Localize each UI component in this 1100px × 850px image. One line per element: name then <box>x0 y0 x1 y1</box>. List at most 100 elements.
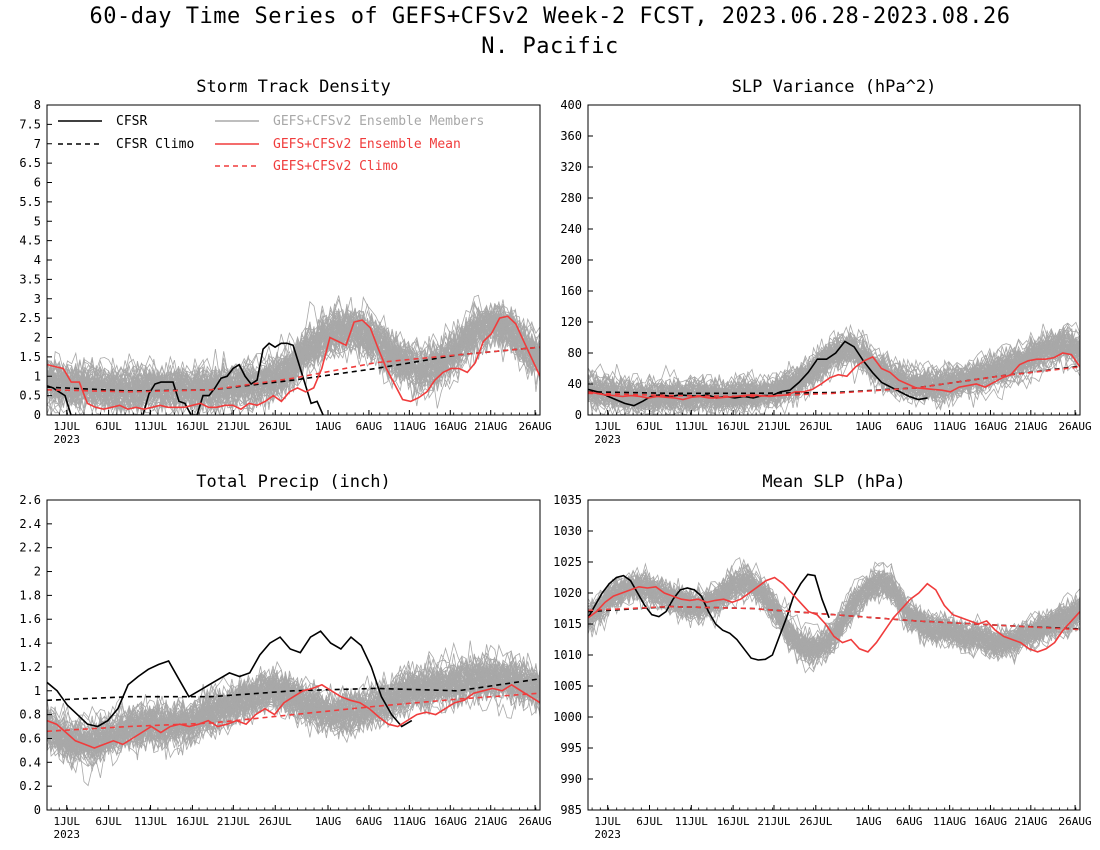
panel-title: Mean SLP (hPa) <box>762 472 905 492</box>
x-tick-label: 6JUL <box>636 420 663 433</box>
plot-area <box>47 294 540 415</box>
legend: CFSR CFSR Climo GEFS+CFSv2 Ensemble Member… <box>58 114 484 174</box>
y-tick-label: 1.6 <box>19 612 41 626</box>
y-tick-label: 1 <box>34 369 41 383</box>
ensemble-member-line <box>47 316 540 414</box>
y-tick-label: 1025 <box>553 555 582 569</box>
y-tick-label: 2.6 <box>19 493 41 507</box>
x-tick-label: 21AUG <box>474 420 507 433</box>
y-tick-label: 6.5 <box>19 156 41 170</box>
y-tick-label: 5.5 <box>19 195 41 209</box>
x-tick-label: 26AUG <box>1059 815 1092 828</box>
x-tick-label: 16JUL <box>717 420 750 433</box>
y-tick-label: 1005 <box>553 679 582 693</box>
x-tick-label: 1JUL <box>594 815 621 828</box>
x-tick-label: 6JUL <box>636 815 663 828</box>
y-tick-label: 1.4 <box>19 636 41 650</box>
x-tick-label: 6JUL <box>95 420 122 433</box>
y-tick-label: 0.6 <box>19 731 41 745</box>
x-tick-label: 11JUL <box>134 815 167 828</box>
x-tick-label: 1AUG <box>315 420 342 433</box>
y-tick-label: 0 <box>575 408 582 422</box>
panel-title: Storm Track Density <box>196 77 390 97</box>
x-tick-label: 11JUL <box>675 815 708 828</box>
y-tick-label: 5 <box>34 214 41 228</box>
x-tick-label: 21JUL <box>757 420 790 433</box>
legend-cfsr-label: CFSR <box>116 114 147 129</box>
y-tick-label: 990 <box>560 772 582 786</box>
plot-frame <box>46 499 541 811</box>
figure-subtitle: N. Pacific <box>481 34 619 59</box>
y-tick-label: 3.5 <box>19 272 41 286</box>
ensemble-member-line <box>588 333 1080 411</box>
x-tick-label: 26JUL <box>259 420 292 433</box>
legend-members-label: GEFS+CFSv2 Ensemble Members <box>273 114 484 129</box>
x-tick-label: 1JUL <box>594 420 621 433</box>
y-tick-label: 0.4 <box>19 755 41 769</box>
y-tick-label: 1015 <box>553 617 582 631</box>
y-tick-label: 40 <box>568 377 582 391</box>
series-line-model-climo <box>588 605 1080 631</box>
y-tick-label: 4 <box>34 253 41 267</box>
series-line-cfsr-climo <box>47 678 540 702</box>
ensemble-member-line <box>588 570 1080 656</box>
chart-panel-1: Storm Track Density 0 0.5 1 1.5 2 2.5 3 3.5 4 4.5 5… <box>19 77 551 446</box>
x-year-label: 2023 <box>53 828 80 841</box>
y-tick-label: 280 <box>560 191 582 205</box>
x-tick-label: 26JUL <box>259 815 292 828</box>
y-tick-label: 0.8 <box>19 708 41 722</box>
x-tick-label: 1AUG <box>855 815 882 828</box>
chart-panel-3: Total Precip (inch) 0 0.2 0.4 0.6 0.8 1 1.2 1.4 1… <box>19 472 551 841</box>
x-tick-label: 1JUL <box>53 815 80 828</box>
y-tick-label: 2 <box>34 565 41 579</box>
x-tick-label: 1JUL <box>53 420 80 433</box>
y-tick-label: 1.8 <box>19 588 41 602</box>
ensemble-member-line <box>47 662 540 758</box>
ensemble-member-line <box>47 663 540 768</box>
series-line-cfsr <box>47 630 413 728</box>
x-tick-label: 21JUL <box>757 815 790 828</box>
y-tick-label: 1030 <box>553 524 582 538</box>
x-tick-label: 16AUG <box>434 420 467 433</box>
y-tick-label: 1000 <box>553 710 582 724</box>
y-tick-label: 7 <box>34 137 41 151</box>
legend-cfsr-climo-label: CFSR Climo <box>116 137 194 152</box>
y-tick-label: 1035 <box>553 493 582 507</box>
y-tick-label: 1 <box>34 684 41 698</box>
y-tick-label: 320 <box>560 160 582 174</box>
series-line-ensemble-mean <box>47 683 540 749</box>
chart-panel-2: SLP Variance (hPa^2) 0 40 80 120 160 200 240 280… <box>560 77 1091 446</box>
x-tick-label: 26JUL <box>799 420 832 433</box>
y-tick-label: 7.5 <box>19 117 41 131</box>
x-tick-label: 26AUG <box>1059 420 1092 433</box>
y-tick-label: 1.5 <box>19 350 41 364</box>
ensemble-member-line <box>588 343 1080 415</box>
ensemble-member-line <box>588 331 1080 408</box>
x-tick-label: 21JUL <box>217 815 250 828</box>
series-line-model-climo <box>47 346 540 393</box>
ensemble-member-line <box>47 317 540 415</box>
series-line-model-climo <box>588 366 1080 398</box>
x-tick-label: 16JUL <box>717 815 750 828</box>
ensemble-member-line <box>588 337 1080 413</box>
plot-area <box>588 321 1080 415</box>
plot-area <box>47 630 540 787</box>
x-tick-label: 26JUL <box>799 815 832 828</box>
panel-title: SLP Variance (hPa^2) <box>732 77 937 97</box>
x-tick-label: 1AUG <box>315 815 342 828</box>
x-tick-label: 6AUG <box>356 420 383 433</box>
x-year-label: 2023 <box>594 828 621 841</box>
plot-area <box>588 557 1080 674</box>
x-tick-label: 6AUG <box>896 420 923 433</box>
y-tick-label: 0 <box>34 803 41 817</box>
panel-title: Total Precip (inch) <box>196 472 390 492</box>
x-tick-label: 11JUL <box>675 420 708 433</box>
ensemble-member-line <box>588 332 1080 407</box>
x-tick-label: 11AUG <box>393 815 426 828</box>
figure-title: 60-day Time Series of GEFS+CFSv2 Week-2 … <box>89 4 1011 29</box>
x-tick-label: 11AUG <box>933 815 966 828</box>
series-line-ensemble-mean <box>588 576 1080 653</box>
y-tick-label: 80 <box>568 346 582 360</box>
ensemble-member-line <box>47 309 540 406</box>
x-tick-label: 11AUG <box>933 420 966 433</box>
